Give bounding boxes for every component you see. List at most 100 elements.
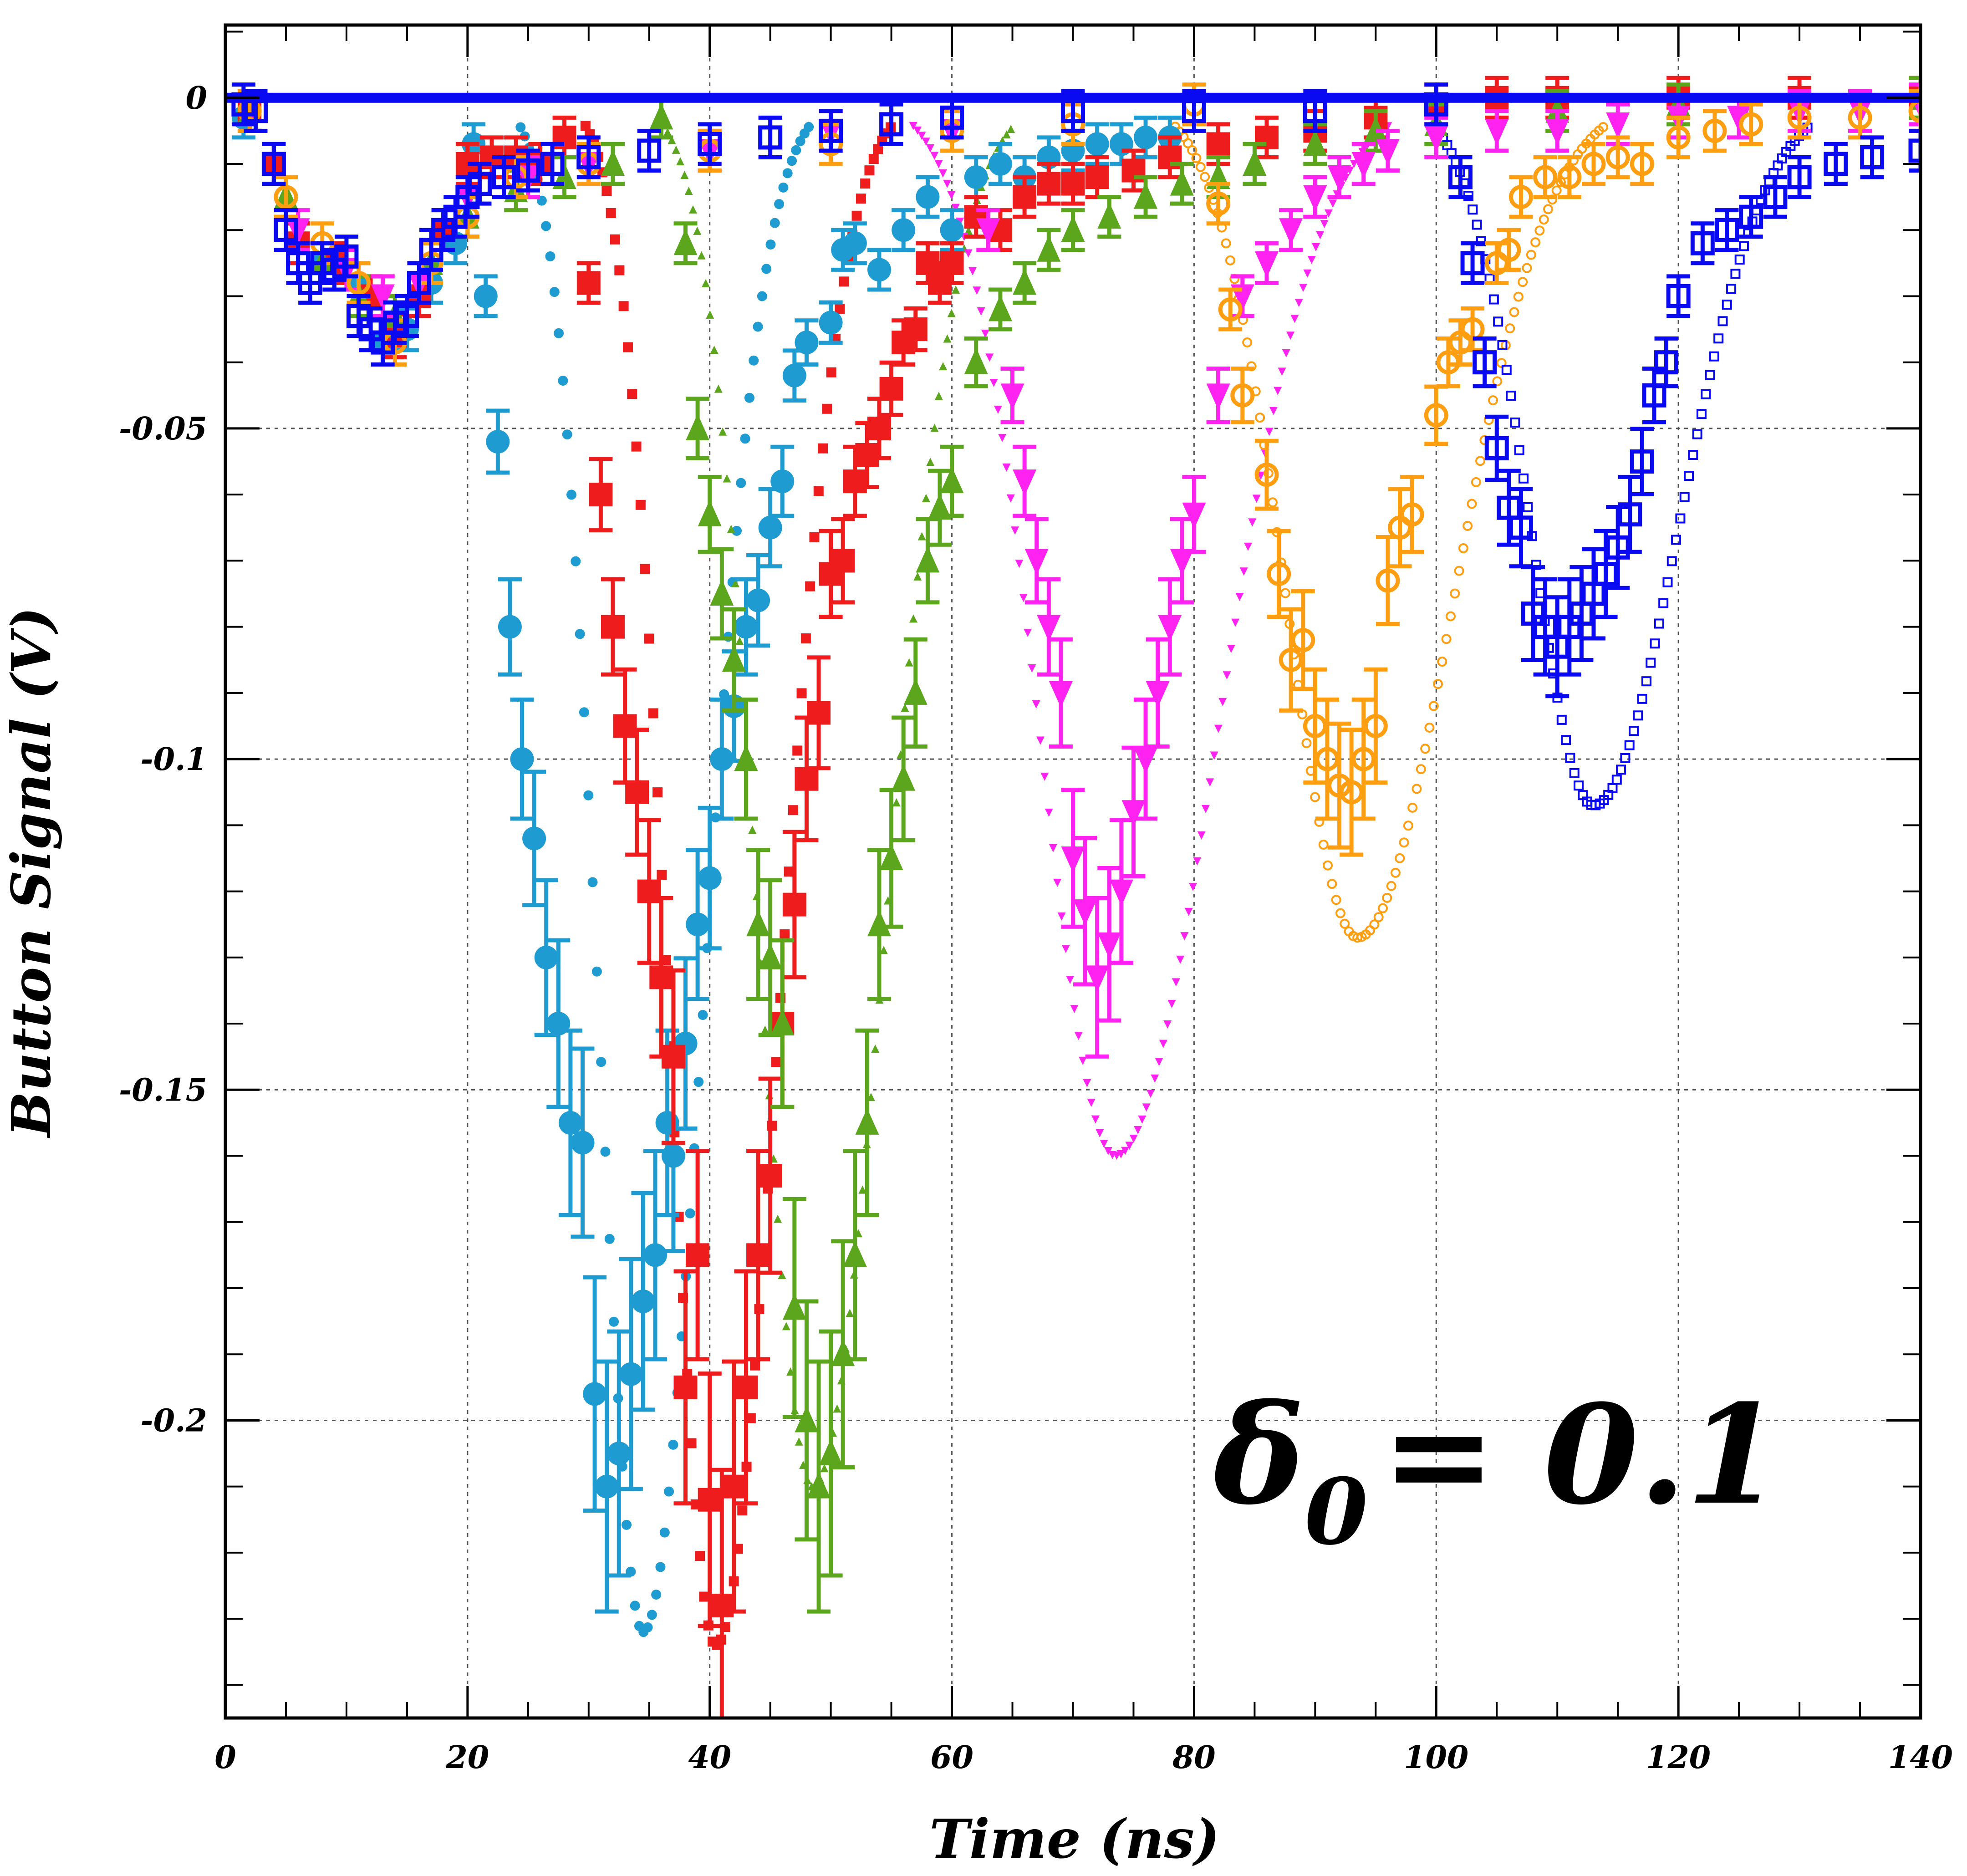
fit-point xyxy=(813,486,824,496)
fit-point xyxy=(1223,671,1231,680)
data-point xyxy=(746,910,770,937)
fit-point xyxy=(1734,255,1745,265)
data-point xyxy=(1848,105,1872,130)
fit-point xyxy=(685,1208,695,1218)
data-point xyxy=(1109,879,1133,906)
fit-point xyxy=(693,226,702,235)
fit-point xyxy=(757,291,767,301)
data-point xyxy=(1085,965,1109,992)
data-point xyxy=(698,1488,722,1512)
fit-point xyxy=(1269,407,1278,415)
fit-point xyxy=(1616,765,1626,775)
data-point xyxy=(1715,218,1739,242)
y-tick-label: -0.15 xyxy=(119,1072,207,1108)
fit-point xyxy=(672,145,680,154)
data-point xyxy=(1618,502,1642,527)
fit-point xyxy=(1214,724,1223,733)
data-point xyxy=(686,913,710,937)
data-point xyxy=(274,218,298,242)
fit-point xyxy=(784,867,794,877)
fit-point xyxy=(1369,919,1380,930)
fit-point xyxy=(1182,138,1193,148)
fit-point xyxy=(668,136,676,144)
fit-point xyxy=(1514,445,1524,455)
fit-point xyxy=(998,433,1007,442)
data-point xyxy=(1085,132,1109,156)
data-point xyxy=(371,284,395,311)
data-point xyxy=(855,1108,879,1135)
fit-point xyxy=(693,1077,704,1087)
fit-point xyxy=(1569,768,1580,778)
fit-point xyxy=(1248,518,1257,527)
data-point xyxy=(286,218,310,245)
data-point xyxy=(631,1290,655,1314)
fit-point xyxy=(1407,802,1418,813)
data-series xyxy=(231,82,1921,698)
fit-point xyxy=(1331,895,1341,905)
fit-point xyxy=(943,334,952,343)
fit-point xyxy=(1278,367,1286,376)
data-point xyxy=(1013,268,1037,295)
fit-point xyxy=(566,489,577,500)
fit-point xyxy=(1242,337,1253,347)
data-point xyxy=(1508,185,1533,209)
delta-symbol: δ xyxy=(1211,1374,1305,1535)
data-point xyxy=(522,826,546,851)
fit-point xyxy=(541,221,551,231)
fit-point xyxy=(1519,473,1529,484)
fit-point xyxy=(1329,199,1337,208)
fit-point xyxy=(676,157,685,166)
fit-point xyxy=(680,171,689,179)
fit-point xyxy=(809,532,820,542)
fit-point xyxy=(642,1622,653,1632)
fit-point xyxy=(879,946,888,954)
data-point xyxy=(1037,615,1061,642)
data-point xyxy=(1860,145,1885,169)
fit-point xyxy=(1310,792,1320,802)
data-point xyxy=(843,1240,867,1267)
fit-point xyxy=(1032,700,1040,709)
fit-point xyxy=(1040,772,1049,781)
data-point xyxy=(698,866,722,890)
fit-point xyxy=(723,474,731,483)
fit-point xyxy=(922,138,930,146)
fit-point xyxy=(1696,409,1707,419)
data-point xyxy=(686,413,710,440)
data-point xyxy=(927,493,952,520)
data-point xyxy=(516,158,540,183)
data-point xyxy=(988,152,1012,176)
fit-point xyxy=(1701,389,1711,399)
fit-point xyxy=(1045,808,1053,817)
fit-point xyxy=(1424,723,1435,733)
fit-point xyxy=(909,122,917,130)
fit-point xyxy=(1611,775,1622,785)
data-point xyxy=(879,843,903,870)
data-point xyxy=(1581,581,1606,606)
data-point xyxy=(758,515,782,540)
fit-point xyxy=(1420,744,1431,754)
data-point xyxy=(498,615,522,639)
x-tick-label: 0 xyxy=(214,1739,236,1776)
fit-point xyxy=(1471,477,1481,487)
fit-point xyxy=(922,494,930,502)
fit-point xyxy=(596,1057,606,1067)
fit-point xyxy=(630,1601,640,1611)
fit-point xyxy=(917,132,926,140)
fit-point xyxy=(644,633,654,644)
y-tick-label: -0.05 xyxy=(119,411,207,447)
data-point xyxy=(916,546,940,573)
fit-point xyxy=(689,205,698,214)
data-point xyxy=(1630,449,1654,474)
fit-point xyxy=(1722,300,1732,310)
fit-point xyxy=(1239,567,1248,576)
fit-point xyxy=(1311,243,1320,251)
data-point xyxy=(916,185,940,209)
data-point xyxy=(1569,602,1594,626)
data-point xyxy=(395,304,419,328)
data-point xyxy=(601,615,625,639)
data-point xyxy=(1739,112,1763,137)
fit-point xyxy=(604,1234,615,1244)
fit-point xyxy=(601,186,612,196)
fit-point xyxy=(846,1309,854,1317)
data-point xyxy=(819,1439,843,1466)
